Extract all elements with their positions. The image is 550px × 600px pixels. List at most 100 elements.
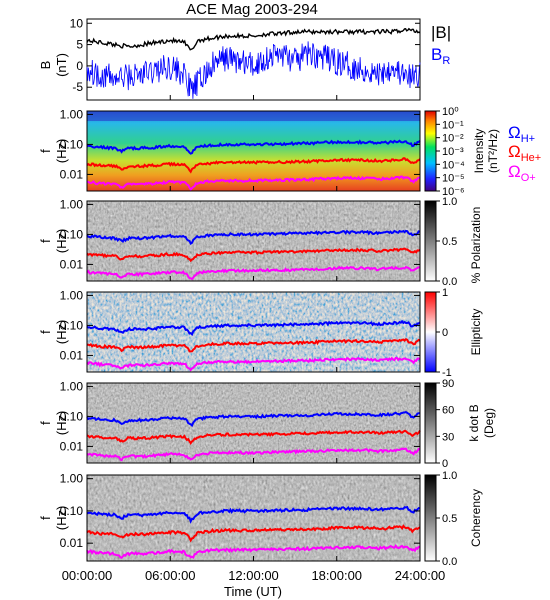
legend-omega-H: ΩH+ bbox=[508, 123, 535, 145]
colorbar-tick-label: 0.0 bbox=[442, 556, 457, 568]
panel-coherency-ylabel: f bbox=[38, 516, 53, 520]
f-ytick-label: 0.10 bbox=[60, 504, 84, 518]
gyro-line-H-plus bbox=[86, 319, 421, 337]
f-ytick-label: 0.01 bbox=[60, 439, 84, 453]
f-ytick-label: 0.01 bbox=[60, 257, 84, 271]
gyro-line-H-plus bbox=[86, 229, 421, 246]
colorbar-tick-label: 1 bbox=[442, 287, 448, 299]
gyro-line-He-plus bbox=[86, 429, 421, 446]
panel-kdotB-gyro-lines bbox=[86, 411, 421, 462]
B-ytick-label: 5 bbox=[76, 38, 83, 52]
colorbar-tick-label: 0 bbox=[442, 327, 448, 339]
panel-B-ylabel-unit: (nT) bbox=[54, 53, 69, 77]
legend-B-mag: |B| bbox=[431, 23, 451, 42]
gyro-line-He-plus bbox=[86, 337, 421, 353]
x-axis-ticks: 00:00:00 06:00:00 12:00:00 18:00:00 24:00:00 bbox=[62, 95, 446, 583]
f-ytick-label: 1.00 bbox=[60, 197, 84, 211]
panel-ellipticity: 1.00 0.10 0.01 f (Hz) 1 0 -1 Ellipticity bbox=[38, 287, 483, 379]
panel-polarization-yticks: 1.00 0.10 0.01 bbox=[60, 197, 420, 271]
colorbar-polarization-label: % Polarization bbox=[469, 207, 483, 284]
series-B-R-line bbox=[86, 41, 421, 99]
colorbar-intensity bbox=[424, 110, 437, 192]
legend-omega-O: ΩO+ bbox=[508, 162, 536, 184]
colorbar-coherency bbox=[424, 474, 437, 562]
panel-ellipticity-wash bbox=[87, 292, 420, 372]
gyro-line-O-plus bbox=[86, 356, 421, 372]
panel-B-ylabel: B bbox=[38, 61, 53, 70]
f-ytick-label: 0.10 bbox=[60, 318, 84, 332]
panel-polarization: 1.00 0.10 0.01 f (Hz) 1.0 0.5 0.0 % Polariza… bbox=[38, 196, 483, 288]
gyro-line-O-plus bbox=[86, 447, 421, 462]
figure-title: ACE Mag 2003-294 bbox=[186, 1, 318, 18]
f-ytick-label: 1.00 bbox=[60, 379, 84, 393]
panel-ellipticity-gyro-lines bbox=[86, 319, 421, 372]
gyro-line-O-plus bbox=[86, 175, 421, 192]
x-tick-label: 12:00:00 bbox=[228, 568, 279, 583]
panel-ellipticity-ylabel-unit: (Hz) bbox=[54, 320, 69, 345]
legend-B-R: BR bbox=[431, 45, 450, 67]
panel-ellipticity-yticks: 1.00 0.10 0.01 bbox=[60, 288, 420, 362]
colorbar-tick-label: 10⁻⁴ bbox=[442, 159, 465, 171]
legend-omega-H-sub: H+ bbox=[521, 133, 535, 145]
x-tick-label: 24:00:00 bbox=[395, 568, 446, 583]
panel-intensity-bg bbox=[87, 111, 420, 191]
f-ytick-label: 0.01 bbox=[60, 348, 84, 362]
legend-omega-He-sub: He+ bbox=[521, 152, 542, 164]
colorbar-tick-label: 0 bbox=[442, 458, 448, 470]
colorbar-kdotB-label: k dot B bbox=[467, 404, 481, 441]
gyro-line-H-plus bbox=[86, 411, 421, 428]
colorbar-ellipticity-label: Ellipticity bbox=[469, 309, 483, 356]
gyro-line-He-plus bbox=[86, 524, 421, 543]
legend-B-R-main: B bbox=[431, 45, 442, 64]
colorbar-polarization bbox=[424, 200, 437, 282]
panel-intensity-yticks: 1.00 0.10 0.01 bbox=[60, 107, 420, 181]
f-ytick-label: 0.10 bbox=[60, 409, 84, 423]
f-ytick-label: 0.10 bbox=[60, 227, 84, 241]
panel-coherency-ylabel-unit: (Hz) bbox=[54, 506, 69, 531]
panel-intensity-ylabel: f bbox=[38, 149, 53, 153]
x-tick-label: 18:00:00 bbox=[311, 568, 362, 583]
x-tick-label: 06:00:00 bbox=[145, 568, 196, 583]
panel-polarization-ylabel-unit: (Hz) bbox=[54, 229, 69, 254]
colorbar-intensity-label: Intensity bbox=[472, 129, 486, 174]
legend-omega-He-sym: Ω bbox=[508, 142, 521, 161]
B-ytick-label: 10 bbox=[70, 16, 84, 30]
colorbar-tick-label: -1 bbox=[442, 367, 452, 379]
panel-polarization-bg bbox=[87, 201, 420, 281]
panel-intensity: 1.000.100.01 f (Hz) 10⁰10⁻¹10⁻²10⁻³10⁻⁴1… bbox=[38, 106, 541, 198]
legend-B-R-sub: R bbox=[442, 55, 450, 67]
series-B-mag-line bbox=[86, 27, 421, 51]
panel-polarization-gyro-lines bbox=[86, 229, 421, 281]
panel-B-series bbox=[86, 27, 421, 99]
panel-intensity-ylabel-unit: (Hz) bbox=[54, 139, 69, 164]
colorbar-tick-label: 1.0 bbox=[442, 196, 457, 208]
colorbar-tick-label: 10⁻² bbox=[442, 133, 464, 145]
colorbar-tick-label: 1.0 bbox=[442, 470, 457, 482]
f-ytick-label: 1.00 bbox=[60, 288, 84, 302]
colorbar-tick-label: 0.0 bbox=[442, 276, 457, 288]
legend-omega-He: ΩHe+ bbox=[508, 142, 541, 164]
gyro-line-H-plus bbox=[86, 505, 421, 524]
colorbar-tick-label: 10⁰ bbox=[442, 106, 459, 118]
legend-omega-O-sub: O+ bbox=[521, 172, 536, 184]
colorbar-tick-label: 90 bbox=[442, 378, 454, 390]
colorbar-kdotB-unit: (Deg) bbox=[482, 408, 496, 438]
panel-intensity-top-band bbox=[87, 111, 420, 121]
colorbar-intensity-unit: (nT²/Hz) bbox=[486, 129, 500, 173]
panel-ellipticity-ylabel: f bbox=[38, 330, 53, 334]
colorbar-tick-label: 0.5 bbox=[442, 513, 457, 525]
panel-intensity-gyro-lines bbox=[86, 139, 421, 192]
colorbar-tick-label: 10⁻⁵ bbox=[442, 173, 465, 185]
x-tick-label: 00:00:00 bbox=[62, 568, 113, 583]
colorbar-tick-label: 30 bbox=[442, 431, 454, 443]
panel-coherency-yticks: 1.00 0.10 0.01 bbox=[60, 472, 420, 550]
panel-kdotB-ylabel-unit: (Hz) bbox=[54, 411, 69, 436]
panel-B-yticks: 10 5 0 -5 bbox=[70, 16, 420, 94]
colorbar-kdotB-ticks: 90 60 30 0 bbox=[436, 378, 454, 470]
colorbar-tick-label: 10⁻⁶ bbox=[442, 186, 465, 198]
colorbar-coherency-label: Coherency bbox=[469, 489, 483, 547]
gyro-line-H-plus bbox=[86, 139, 421, 155]
gyro-line-He-plus bbox=[86, 247, 421, 263]
